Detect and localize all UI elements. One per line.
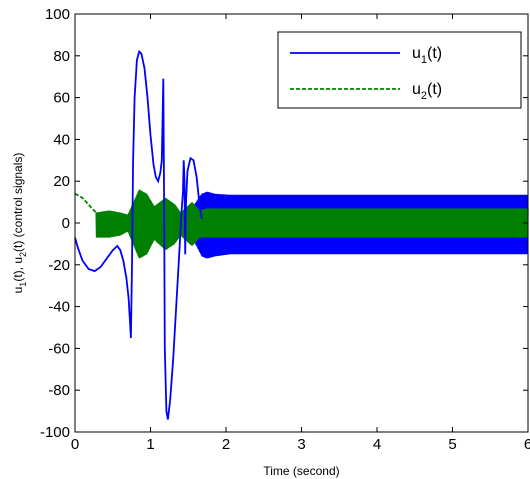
series-lines bbox=[74, 49, 203, 420]
y-tick-label: 60 bbox=[53, 90, 70, 107]
x-tick-label: 5 bbox=[448, 436, 456, 453]
y-axis-label: u1(t), u2(t) (control signals) bbox=[11, 153, 28, 294]
axis-ticks: 0 1 2 3 4 5 6 100 80 60 40 20 0 -20 -40 -60 -80 -100 bbox=[40, 6, 530, 453]
y-tick-label: -20 bbox=[48, 257, 70, 274]
legend-box bbox=[277, 31, 522, 109]
y-tick-label: 0 bbox=[62, 215, 70, 232]
y-tick-label: 40 bbox=[53, 131, 70, 148]
y-tick-label: 100 bbox=[45, 6, 70, 23]
x-tick-label: 4 bbox=[373, 436, 381, 453]
legend-label-2: u2(t) bbox=[412, 81, 442, 102]
x-tick-label: 6 bbox=[524, 436, 530, 453]
y-tick-label: -100 bbox=[40, 424, 70, 441]
x-tick-label: 3 bbox=[297, 436, 305, 453]
y-tick-label: 20 bbox=[53, 173, 70, 190]
oscillation-bands bbox=[95, 189, 529, 259]
series-2-line bbox=[74, 192, 97, 214]
y-tick-label: -80 bbox=[48, 382, 70, 399]
x-tick-label: 0 bbox=[71, 436, 79, 453]
x-tick-label: 1 bbox=[146, 436, 154, 453]
series-2-oscillation bbox=[95, 189, 529, 259]
x-tick-label: 2 bbox=[222, 436, 230, 453]
y-tick-label: 80 bbox=[53, 48, 70, 65]
y-tick-label: -40 bbox=[48, 299, 70, 316]
legend-label-1: u1(t) bbox=[412, 45, 442, 66]
x-axis-label: Time (second) bbox=[263, 464, 339, 478]
y-tick-label: -60 bbox=[48, 340, 70, 357]
series-1-line bbox=[74, 49, 203, 420]
legend: u1(t) u2(t) bbox=[277, 31, 522, 109]
